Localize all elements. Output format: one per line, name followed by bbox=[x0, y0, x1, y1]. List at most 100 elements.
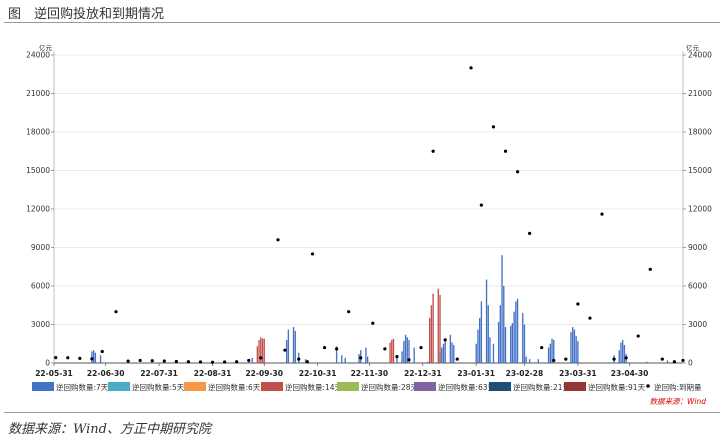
bar bbox=[304, 359, 307, 363]
bar bbox=[516, 298, 519, 363]
maturity-point bbox=[174, 359, 178, 364]
bar bbox=[618, 350, 620, 363]
bar bbox=[503, 286, 505, 363]
maturity-point bbox=[310, 252, 315, 256]
bar bbox=[391, 339, 393, 363]
bar bbox=[392, 338, 395, 363]
legend-swatch bbox=[489, 382, 511, 391]
x-tick-label: 22-05-31 bbox=[35, 369, 73, 378]
legend-swatch bbox=[337, 382, 359, 391]
maturity-point bbox=[479, 203, 483, 207]
maturity-point bbox=[322, 346, 327, 350]
source-divider bbox=[4, 412, 720, 413]
legend-label: 逆回购:到期量 bbox=[654, 382, 702, 392]
y-tick-label-right: 15000 bbox=[688, 166, 712, 175]
x-tick-label: 23-02-28 bbox=[506, 369, 544, 378]
maturity-point bbox=[259, 356, 263, 360]
bar bbox=[478, 318, 481, 363]
legend-label: 逆回购数量:63天 bbox=[438, 382, 496, 392]
bar bbox=[537, 359, 539, 363]
y-tick-label-left: 15000 bbox=[26, 166, 50, 175]
maturity-point bbox=[210, 360, 215, 364]
legend-swatch bbox=[414, 382, 436, 391]
legend-label: 逆回购数量:5天 bbox=[132, 382, 185, 392]
bar bbox=[477, 329, 479, 363]
maturity-point bbox=[305, 360, 309, 364]
bar bbox=[549, 343, 551, 363]
maturity-point bbox=[138, 358, 142, 363]
maturity-point bbox=[660, 357, 664, 361]
maturity-point bbox=[186, 360, 191, 364]
maturity-point bbox=[100, 349, 104, 354]
x-tick-label: 22-08-31 bbox=[194, 369, 232, 378]
bar bbox=[263, 338, 265, 363]
bar bbox=[525, 356, 527, 363]
title-divider bbox=[4, 22, 720, 23]
bar bbox=[285, 339, 288, 363]
maturity-point bbox=[469, 66, 473, 70]
bar bbox=[575, 336, 577, 363]
wind-source-note: 数据来源：Wind bbox=[649, 397, 706, 406]
legend-label: 逆回购数量:6天 bbox=[208, 382, 261, 392]
y-tick-label-right: 21000 bbox=[688, 89, 712, 98]
bar bbox=[522, 312, 524, 363]
legend: 逆回购数量:7天 逆回购数量:5天 逆回购数量:6天 逆回购数量:14天 逆回购数量:2… bbox=[32, 382, 702, 392]
bar bbox=[551, 338, 553, 363]
bar bbox=[499, 305, 502, 363]
x-tick-label: 23-03-31 bbox=[559, 369, 597, 378]
x-ticks: 22-05-31 22-06-30 22-07-31 22-08-31 22-09-30… bbox=[35, 363, 648, 378]
bar bbox=[485, 279, 488, 363]
bar bbox=[404, 334, 407, 363]
bar bbox=[365, 347, 367, 363]
bar bbox=[437, 288, 439, 363]
bar bbox=[475, 343, 477, 363]
figure-title: 图 逆回购投放和到期情况 bbox=[8, 7, 165, 22]
bar bbox=[487, 305, 489, 363]
bar bbox=[528, 359, 531, 363]
bar bbox=[396, 357, 398, 363]
x-tick-label: 22-10-31 bbox=[299, 369, 337, 378]
bar bbox=[430, 305, 433, 363]
bar bbox=[429, 318, 431, 363]
x-tick-label: 22-11-30 bbox=[351, 369, 389, 378]
legend-swatch bbox=[108, 382, 130, 391]
bar bbox=[287, 329, 290, 363]
maturity-point bbox=[297, 357, 301, 361]
bar bbox=[489, 337, 491, 363]
y-tick-label-right: 18000 bbox=[688, 128, 712, 137]
maturity-point bbox=[78, 356, 82, 360]
bar bbox=[251, 357, 253, 363]
x-tick-label: 22-07-31 bbox=[140, 369, 178, 378]
y-tick-label-right: 0 bbox=[688, 359, 693, 368]
grid-lines bbox=[54, 54, 683, 325]
x-tick-label: 23-01-31 bbox=[457, 369, 495, 378]
maturity-point bbox=[540, 346, 544, 350]
y-tick-label-right: 24000 bbox=[688, 51, 712, 60]
legend-swatch bbox=[32, 382, 54, 391]
bar bbox=[258, 339, 260, 363]
x-tick-label: 23-04-30 bbox=[611, 369, 649, 378]
bar bbox=[439, 294, 441, 363]
maturity-point bbox=[335, 347, 339, 351]
maturity-point bbox=[283, 348, 287, 352]
bar bbox=[403, 341, 405, 363]
maturity-point bbox=[588, 316, 592, 320]
bar bbox=[523, 324, 526, 363]
bar bbox=[432, 293, 434, 363]
bar bbox=[547, 347, 550, 363]
legend-label: 逆回购数量:14天 bbox=[285, 382, 343, 392]
maturity-points bbox=[54, 66, 685, 364]
maturity-point bbox=[276, 238, 280, 242]
maturity-point bbox=[612, 357, 616, 361]
y-tick-label-left: 6000 bbox=[31, 282, 50, 291]
maturity-point bbox=[681, 358, 685, 363]
y-tick-label-right: 6000 bbox=[688, 282, 707, 291]
y-tick-label-right: 12000 bbox=[688, 205, 712, 214]
bar bbox=[577, 341, 579, 363]
x-tick-label: 22-06-30 bbox=[87, 369, 125, 378]
bars bbox=[91, 255, 669, 363]
bar bbox=[401, 351, 403, 363]
bar bbox=[292, 327, 295, 363]
maturity-point bbox=[515, 170, 520, 174]
bar bbox=[442, 343, 445, 363]
